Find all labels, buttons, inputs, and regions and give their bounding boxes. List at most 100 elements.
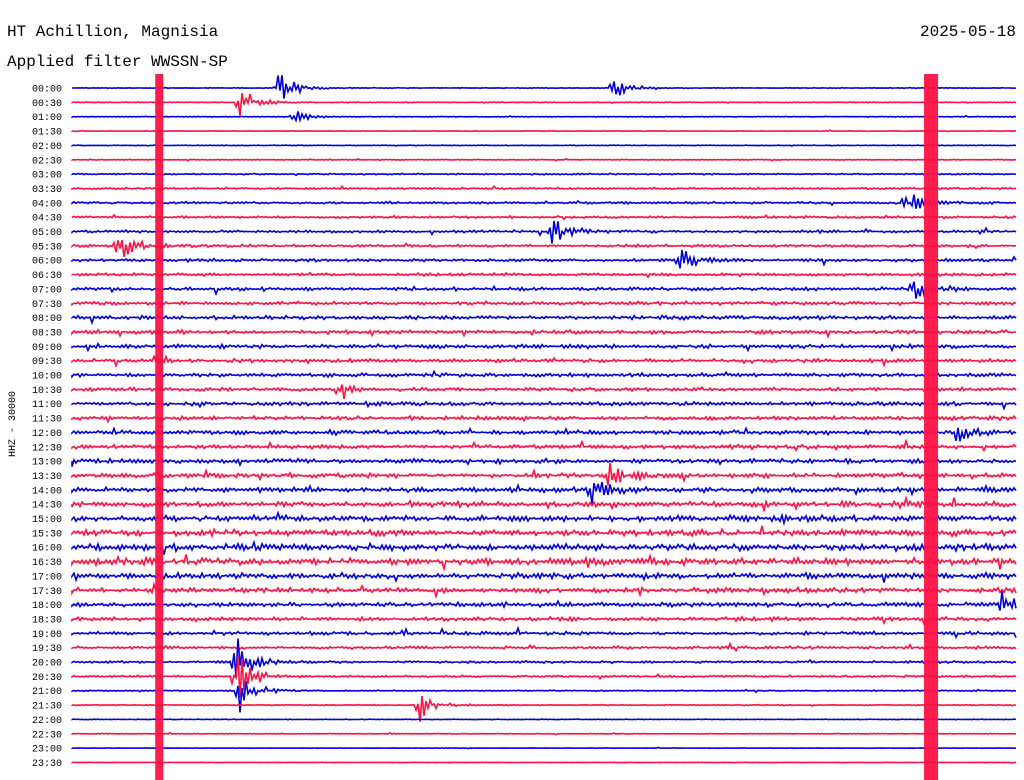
time-label: 09:30 [32,357,62,368]
time-label: 07:00 [32,285,62,296]
trace-0830 [71,328,1017,339]
trace-1830 [71,615,1017,627]
time-label: 22:30 [32,730,62,741]
trace-1900 [71,625,1017,640]
time-label: 18:00 [32,601,62,612]
trace-2300 [71,746,1017,750]
time-label: 23:00 [32,745,62,756]
trace-0600 [71,249,1017,269]
trace-2000 [71,638,1017,677]
time-label: 16:00 [32,544,62,555]
time-label: 05:00 [32,228,62,239]
trace-0200 [71,144,1017,147]
trace-0630 [71,271,1017,279]
trace-0230 [71,157,1017,162]
trace-1530 [71,525,1017,539]
time-label: 20:00 [32,659,62,670]
time-label: 17:00 [32,572,62,583]
time-label: 09:00 [32,343,62,354]
trace-0430 [71,213,1017,221]
time-label: 23:30 [32,759,62,770]
time-label: 08:00 [32,314,62,325]
trace-0530 [71,238,1017,258]
time-label: 20:30 [32,673,62,684]
time-label: 11:30 [32,415,62,426]
time-label: 16:30 [32,558,62,569]
time-label: 19:00 [32,630,62,641]
time-label: 10:30 [32,386,62,397]
time-label: 14:00 [32,486,62,497]
time-label: 10:00 [32,372,62,383]
trace-2130 [71,696,1017,722]
time-label: 07:30 [32,300,62,311]
saturated-event-band [155,74,164,780]
time-label: 08:30 [32,328,62,339]
time-label: 21:00 [32,687,62,698]
time-label: 06:30 [32,271,62,282]
time-label: 03:30 [32,185,62,196]
time-label: 13:30 [32,472,62,483]
trace-1500 [71,510,1017,527]
trace-0100 [71,111,1017,124]
time-label: 03:00 [32,171,62,182]
time-label: 00:00 [32,85,62,96]
time-label: 12:00 [32,429,62,440]
time-label: 04:30 [32,214,62,225]
y-axis-label: HHZ - 30000 [8,391,19,457]
trace-1630 [71,553,1017,572]
trace-0030 [71,93,1017,117]
trace-0930 [71,354,1017,369]
time-label: 05:30 [32,242,62,253]
time-label: 17:30 [32,587,62,598]
trace-0400 [71,194,1017,210]
time-label: 12:30 [32,443,62,454]
time-label: 00:30 [32,99,62,110]
time-label: 02:30 [32,156,62,167]
trace-1430 [71,495,1017,514]
trace-2100 [71,681,1017,713]
saturated-event-band [924,74,939,780]
date-label: 2025-05-18 [920,23,1016,41]
trace-0330 [71,184,1017,191]
filter-label: Applied filter WWSSN-SP [7,53,228,71]
trace-1100 [71,400,1017,411]
trace-1930 [71,641,1017,653]
trace-0900 [71,341,1017,353]
station-title: HT Achillion, Magnisia [7,23,219,41]
trace-0130 [71,129,1017,133]
trace-1800 [71,591,1017,611]
trace-0730 [71,300,1017,307]
time-label: 15:30 [32,529,62,540]
trace-2230 [71,731,1017,736]
trace-1700 [71,570,1017,584]
time-label: 19:30 [32,644,62,655]
time-label: 22:00 [32,716,62,727]
time-label: 15:00 [32,515,62,526]
time-label: 04:00 [32,199,62,210]
trace-2330 [71,761,1017,764]
trace-1030 [71,384,1017,399]
trace-2030 [71,656,1017,698]
trace-1200 [71,426,1017,442]
time-label: 13:00 [32,458,62,469]
time-label: 21:30 [32,702,62,713]
trace-0000 [71,75,1017,99]
trace-1730 [71,581,1017,600]
trace-1600 [71,539,1017,555]
trace-1000 [71,369,1017,379]
time-label-layer: 00:00 00:30 01:00 01:30 02:00 02:30 03:00 03:30… [32,85,62,770]
time-label: 01:00 [32,113,62,124]
time-label: 14:30 [32,501,62,512]
time-label: 11:00 [32,400,62,411]
trace-1300 [71,457,1017,468]
trace-1400 [71,481,1017,505]
trace-0500 [71,220,1017,244]
trace-layer [71,75,1017,764]
trace-0700 [71,281,1017,299]
time-label: 02:00 [32,142,62,153]
large-event-layer [155,74,939,780]
time-label: 18:30 [32,615,62,626]
trace-1130 [71,414,1017,424]
time-label: 01:30 [32,128,62,139]
